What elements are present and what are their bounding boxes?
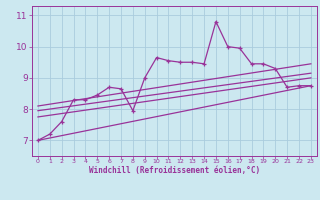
X-axis label: Windchill (Refroidissement éolien,°C): Windchill (Refroidissement éolien,°C) <box>89 166 260 175</box>
